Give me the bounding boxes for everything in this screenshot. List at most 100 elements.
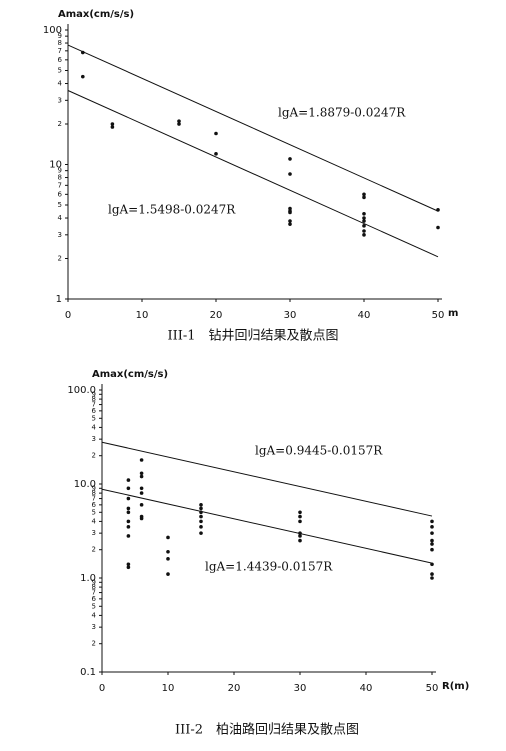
y-tick-label: 3 [92,435,96,443]
x-tick-label: 20 [210,310,223,321]
data-point [199,503,203,507]
y-tick-label: 1 [56,294,62,305]
regression-line [101,441,433,517]
data-point [126,565,131,570]
y-tick-label: 100.0 [67,385,96,396]
y-tick-label: 8 [58,174,62,182]
data-point [298,534,302,538]
y-tick-label: 9 [58,32,62,40]
data-point [126,525,131,529]
y-tick-label: 7 [58,181,62,189]
data-point [288,206,292,211]
data-point [298,538,302,543]
data-point [430,562,434,567]
y-axis-label: Amax(cm/s/s) [58,9,134,20]
data-point [430,547,434,552]
y-tick-label: 8 [58,39,62,47]
data-point [81,50,85,55]
data-point [139,474,144,479]
data-point [430,576,434,580]
data-point [430,525,434,529]
y-tick-label: 9 [58,167,62,175]
x-axis-label: m [448,308,458,319]
x-tick-label: 30 [294,683,307,694]
x-tick-label: 20 [228,683,241,694]
y-tick-label: 4 [92,611,97,619]
y-tick-label: 8 [92,583,96,591]
data-point [362,192,366,197]
data-point [288,219,292,223]
data-point [288,210,292,215]
data-point [139,471,144,476]
chart-title: III-1 钻井回归结果及散点图 [167,329,338,344]
y-tick-label: 5 [92,602,96,610]
data-point [199,525,203,529]
equation-label: lgA=1.8879-0.0247R [278,106,406,120]
data-point [199,510,203,515]
y-tick-label: 2 [58,120,62,128]
data-point [430,531,434,535]
y-tick-label: 4 [58,80,63,88]
y-tick-label: 5 [58,201,62,209]
x-tick-label: 0 [65,310,71,321]
data-point [110,122,115,126]
data-point [177,122,181,126]
data-point [298,514,302,519]
data-point [362,211,366,216]
data-point [139,516,144,521]
y-tick-label: 9 [92,578,96,586]
y-axis-label: Amax(cm/s/s) [92,369,168,380]
data-point [126,510,131,515]
data-point [126,506,131,511]
y-tick-label: 2 [92,546,96,554]
data-point [177,119,181,123]
y-tick-label: 3 [92,529,96,537]
x-tick-label: 50 [432,310,445,321]
regression-line [101,488,433,564]
y-tick-label: 5 [92,508,96,516]
data-point [166,557,170,561]
y-tick-label: 7 [92,589,96,597]
data-point [288,157,292,161]
data-point [139,491,144,495]
y-tick-label: 5 [92,414,96,422]
data-point [126,534,131,538]
data-point [362,233,366,237]
data-point [139,458,144,462]
x-tick-label: 10 [136,310,149,321]
y-tick-label: 4 [92,423,97,431]
data-point [436,225,440,230]
y-tick-label: 3 [58,231,62,239]
y-tick-label: 7 [92,401,96,409]
y-tick-label: 9 [92,390,96,398]
data-point [126,478,131,482]
y-tick-label: 5 [58,66,62,74]
x-tick-label: 10 [162,683,175,694]
y-tick-label: 9 [92,484,96,492]
regression-line [67,44,439,212]
data-point [126,562,131,567]
y-tick-label: 2 [92,640,96,648]
data-point [436,208,440,212]
data-point [139,503,144,507]
x-tick-label: 0 [99,683,105,694]
data-point [199,506,203,511]
y-tick-label: 4 [92,517,97,525]
data-point [139,486,144,491]
y-tick-label: 1.0 [80,573,96,584]
data-point [430,572,434,576]
x-axis-label: R(m) [442,681,469,692]
data-point [199,531,203,535]
equation-label: lgA=1.5498-0.0247R [108,203,236,217]
y-tick-label: 7 [92,495,96,503]
y-tick-label: 2 [58,255,62,263]
y-tick-label: 6 [92,595,97,603]
data-point [126,496,131,501]
x-tick-label: 30 [284,310,297,321]
y-tick-label: 8 [92,395,96,403]
y-tick-label: 3 [92,623,96,631]
data-point [298,519,302,524]
x-tick-label: 40 [360,683,373,694]
data-point [362,195,366,200]
